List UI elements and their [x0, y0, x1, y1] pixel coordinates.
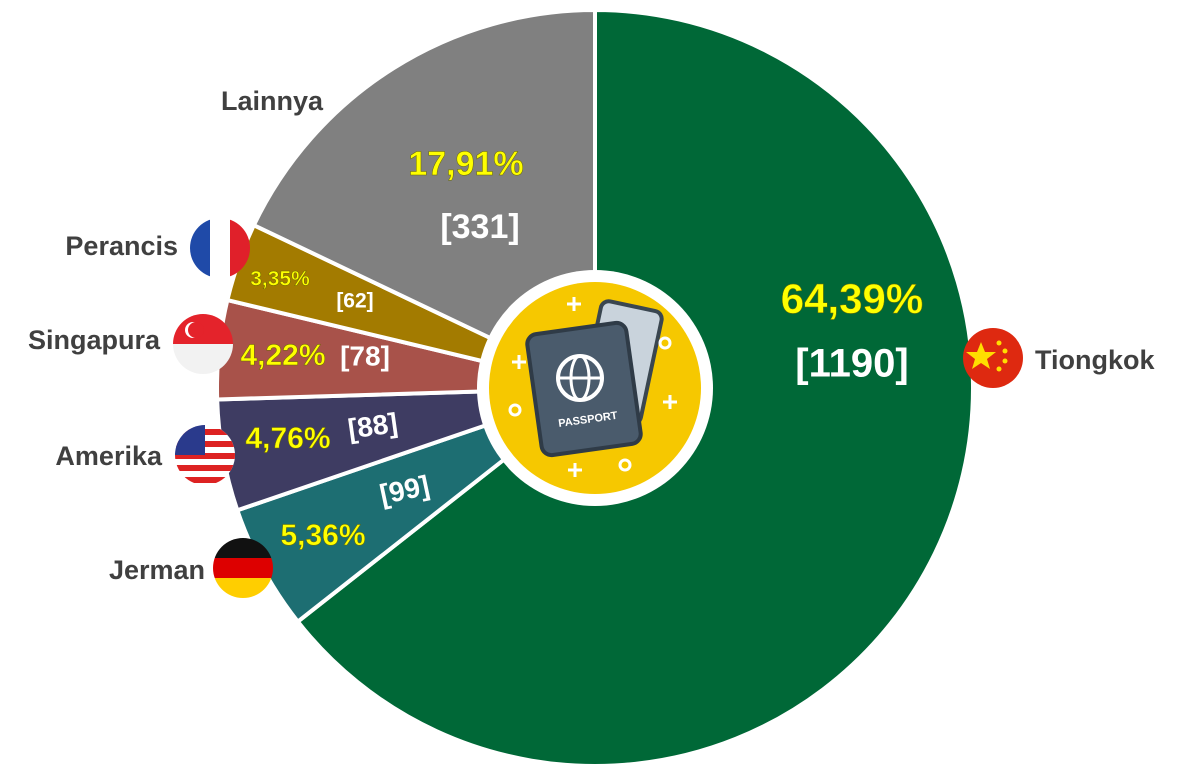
category-label: Tiongkok	[1035, 345, 1155, 375]
category-label: Singapura	[28, 325, 161, 355]
count-label: [78]	[340, 340, 390, 371]
category-label: Amerika	[55, 441, 163, 471]
flag-germany	[213, 538, 273, 598]
flag-france	[190, 218, 250, 278]
percent-label: 3,35%	[250, 268, 310, 291]
percent-label: 17,91%	[408, 145, 523, 183]
count-label: [1190]	[795, 342, 908, 386]
count-label: [331]	[440, 208, 519, 246]
chart: PASSPORT Tiongkok64,39%[1190]Jerman5,36%…	[0, 0, 1177, 766]
flag-china	[963, 328, 1023, 388]
category-label: Lainnya	[221, 86, 324, 116]
flag-usa	[175, 425, 235, 485]
percent-label: 4,22%	[240, 339, 325, 372]
percent-label: 4,76%	[245, 422, 330, 455]
category-label: Perancis	[65, 231, 178, 261]
count-label: [62]	[336, 290, 373, 313]
percent-label: 5,36%	[280, 519, 365, 552]
percent-label: 64,39%	[781, 275, 923, 322]
page: {"chart_data": {"type": "pie", "categori…	[0, 0, 1177, 766]
category-label: Jerman	[109, 555, 205, 585]
flag-singapore	[173, 314, 233, 374]
